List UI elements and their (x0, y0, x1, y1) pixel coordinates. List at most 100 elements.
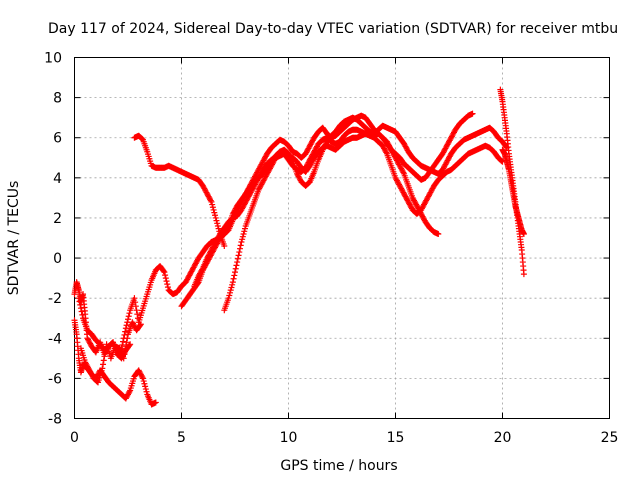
data-point (230, 275, 237, 282)
data-point (469, 110, 476, 117)
data-point (162, 272, 169, 279)
data-point (131, 295, 138, 302)
data-point (161, 269, 168, 276)
data-point (123, 322, 130, 329)
data-point (127, 341, 134, 348)
data-point (236, 249, 243, 256)
data-point (79, 311, 86, 318)
data-point (239, 236, 246, 243)
data-point (119, 341, 126, 348)
data-point (231, 272, 238, 279)
data-point (289, 157, 296, 164)
data-point (140, 378, 147, 385)
x-axis: 0 5 10 15 20 25 (70, 57, 619, 446)
data-point (126, 388, 133, 395)
data-point (241, 225, 248, 232)
data-point (435, 230, 442, 237)
data-point (229, 279, 236, 286)
data-point (241, 228, 248, 235)
x-tick-label: 0 (70, 430, 79, 446)
grid-lines (74, 57, 610, 419)
data-point (124, 319, 131, 326)
data-point (100, 357, 107, 364)
data-point (212, 212, 219, 219)
data-point (229, 281, 236, 288)
y-tick-label: -4 (48, 331, 62, 347)
y-tick-label: -2 (48, 291, 62, 307)
data-point (121, 331, 128, 338)
data-point (164, 281, 171, 288)
y-tick-label: 6 (53, 131, 62, 147)
y-tick-label: 2 (53, 211, 62, 227)
data-point (142, 386, 149, 393)
data-point (211, 209, 218, 216)
data-point (239, 233, 246, 240)
data-point (132, 299, 139, 306)
data-point (209, 201, 216, 208)
data-point (234, 259, 241, 266)
data-point (225, 295, 232, 302)
data-point (141, 380, 148, 387)
y-tick-label: 10 (44, 51, 62, 67)
data-point (134, 311, 141, 318)
data-point (213, 217, 220, 224)
data-point (236, 245, 243, 252)
data-point (120, 335, 127, 342)
data-point (76, 298, 83, 305)
x-tick-label: 20 (494, 430, 512, 446)
data-point (142, 383, 149, 390)
data-point (133, 307, 140, 314)
data-point (101, 353, 108, 360)
data-point (77, 301, 84, 308)
y-tick-label: 4 (53, 171, 62, 187)
x-tick-label: 15 (387, 430, 405, 446)
data-point (226, 292, 233, 299)
data-point (77, 305, 84, 312)
data-point (78, 308, 85, 315)
data-point (160, 268, 167, 275)
data-point (117, 346, 124, 353)
data-point (99, 365, 106, 372)
data-point (139, 374, 146, 381)
data-point (208, 198, 215, 205)
x-tick-label: 5 (177, 430, 186, 446)
data-point (498, 158, 505, 165)
data-points (71, 86, 527, 408)
series-10 (499, 146, 527, 237)
x-axis-label: GPS time / hours (280, 458, 397, 474)
data-point (214, 222, 221, 229)
data-point (132, 303, 139, 310)
data-point (137, 322, 144, 329)
data-point (122, 325, 129, 332)
data-point (237, 242, 244, 249)
data-point (139, 375, 146, 382)
data-point (152, 399, 159, 406)
data-point (122, 328, 129, 335)
data-point (123, 339, 130, 346)
data-point (234, 255, 241, 262)
data-point (143, 388, 150, 395)
data-point (125, 313, 132, 320)
y-tick-label: 0 (53, 251, 62, 267)
data-point (120, 338, 127, 345)
y-tick-label: 8 (53, 91, 62, 107)
y-tick-label: -8 (48, 412, 62, 428)
data-point (400, 169, 407, 176)
data-point (238, 239, 245, 246)
data-point (207, 197, 214, 204)
y-axis-label: SDTVAR / TECUs (6, 181, 22, 296)
series-8 (221, 114, 510, 314)
series-5 (131, 132, 228, 250)
chart-title: Day 117 of 2024, Sidereal Day-to-day VTE… (48, 21, 618, 37)
x-tick-label: 10 (280, 430, 298, 446)
x-tick-label: 25 (601, 430, 619, 446)
data-point (520, 271, 527, 278)
y-tick-label: -6 (48, 371, 62, 387)
data-point (126, 342, 133, 349)
data-point (122, 343, 129, 350)
data-point (221, 243, 228, 250)
data-point (520, 230, 527, 237)
data-point (163, 278, 170, 285)
data-point (120, 355, 127, 362)
